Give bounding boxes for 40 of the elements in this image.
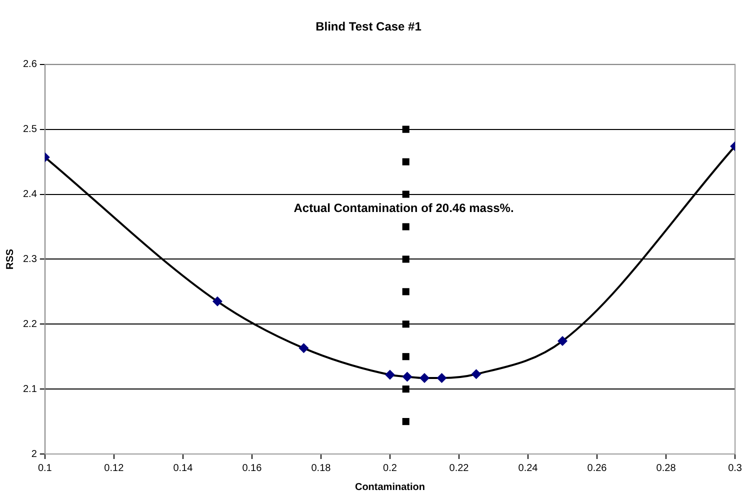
y-axis-title: RSS — [4, 248, 16, 270]
y-tick-label: 2.3 — [22, 254, 38, 265]
x-tick-label: 0.12 — [104, 462, 124, 474]
annotation: Actual Contamination of 20.46 mass%. — [294, 200, 514, 215]
x-tick-label: 0.16 — [242, 462, 262, 474]
point — [402, 158, 410, 166]
point — [384, 370, 395, 380]
x-tick-label: 0.3 — [728, 462, 742, 474]
point — [402, 418, 410, 426]
point — [298, 343, 309, 354]
point — [471, 369, 482, 380]
point — [402, 190, 410, 198]
point — [402, 256, 410, 263]
x-tick-label: 0.18 — [311, 462, 332, 474]
point — [212, 296, 222, 306]
y-tick-label: 2.5 — [22, 124, 38, 136]
point — [558, 336, 568, 346]
point — [402, 353, 410, 360]
x-tick-label: 0.28 — [656, 462, 676, 474]
point — [436, 373, 447, 384]
point — [402, 288, 410, 296]
x-tick-label: 0.2 — [383, 462, 398, 474]
point — [402, 320, 410, 328]
y-tick-label: 2.2 — [22, 318, 38, 330]
y-tick-label: 2.6 — [22, 59, 38, 70]
y-tick-label: 2 — [31, 448, 38, 460]
point — [402, 126, 410, 133]
chart-title: Blind Test Case #1 — [316, 20, 422, 34]
point — [419, 373, 430, 384]
point — [402, 386, 410, 393]
x-tick-label: 0.24 — [518, 462, 538, 474]
x-tick-label: 0.1 — [38, 462, 52, 474]
x-tick-label: 0.14 — [173, 462, 194, 474]
y-tick-label: 2.1 — [22, 384, 38, 395]
x-tick-label: 0.26 — [587, 462, 608, 474]
x-axis-title: Contamination — [354, 482, 425, 493]
y-tick-label: 2.4 — [22, 189, 38, 200]
point — [402, 223, 410, 230]
x-tick-label: 0.22 — [449, 462, 470, 474]
point — [402, 372, 412, 382]
